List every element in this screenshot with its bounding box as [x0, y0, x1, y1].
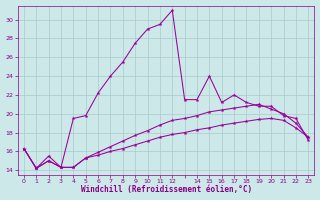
X-axis label: Windchill (Refroidissement éolien,°C): Windchill (Refroidissement éolien,°C)	[81, 185, 252, 194]
